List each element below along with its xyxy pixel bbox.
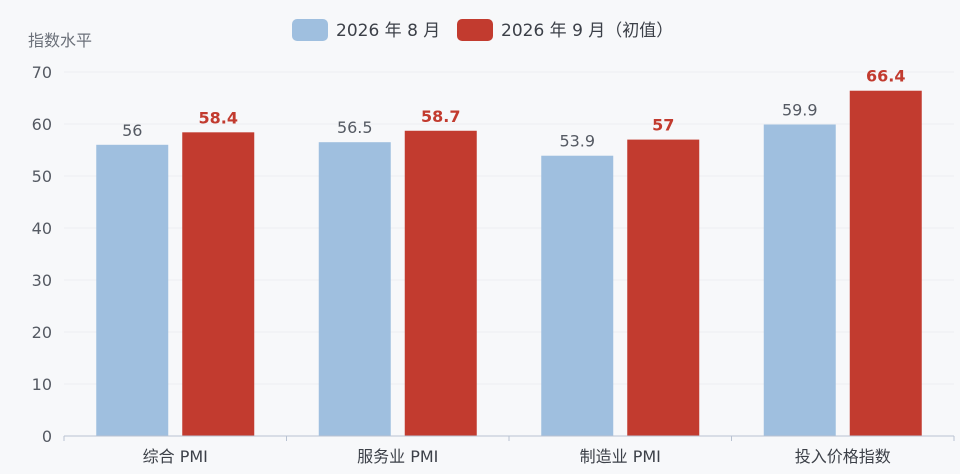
- y-tick-label: 70: [32, 63, 52, 82]
- y-axis-ticks: 0 10 20 30 40 50 60 70: [32, 63, 52, 446]
- y-axis-label: 指数水平: [28, 31, 92, 50]
- bar-value-label: 58.7: [421, 107, 460, 126]
- y-tick-label: 20: [32, 323, 52, 342]
- value-labels: 56 58.4 56.5 58.7 53.9 57 59.9 66.4: [122, 67, 905, 151]
- legend-swatch: [292, 19, 328, 41]
- y-tick-label: 60: [32, 115, 52, 134]
- y-tick-label: 0: [42, 427, 52, 446]
- bar: [404, 130, 477, 436]
- x-category-label: 服务业 PMI: [357, 447, 438, 466]
- bar-value-label: 66.4: [866, 67, 905, 86]
- bar: [541, 155, 614, 436]
- legend-label: 2026 年 9 月（初值）: [501, 21, 673, 41]
- legend-label: 2026 年 8 月: [336, 21, 440, 41]
- bar-value-label: 59.9: [782, 101, 818, 120]
- x-category-label: 投入价格指数: [795, 447, 891, 466]
- bar: [182, 132, 255, 436]
- bar-value-label: 58.4: [199, 108, 238, 127]
- legend-swatch: [457, 19, 493, 41]
- x-axis: 综合 PMI 服务业 PMI 制造业 PMI 投入价格指数: [63, 435, 955, 466]
- bar: [318, 142, 391, 436]
- x-category-label: 制造业 PMI: [580, 447, 661, 466]
- y-tick-label: 10: [32, 375, 52, 394]
- x-category-label: 综合 PMI: [143, 447, 208, 466]
- bar-value-label: 56.5: [337, 118, 373, 137]
- bar-value-label: 56: [122, 121, 142, 140]
- bar: [763, 124, 836, 437]
- bar: [627, 139, 700, 436]
- bar-value-label: 57: [652, 116, 674, 135]
- y-tick-label: 50: [32, 167, 52, 186]
- legend: 2026 年 8 月 2026 年 9 月（初值）: [292, 19, 673, 41]
- bar: [96, 144, 169, 437]
- bar: [849, 90, 922, 436]
- y-tick-label: 40: [32, 219, 52, 238]
- bars: [96, 90, 922, 437]
- y-tick-label: 30: [32, 271, 52, 290]
- bar-value-label: 53.9: [559, 132, 595, 151]
